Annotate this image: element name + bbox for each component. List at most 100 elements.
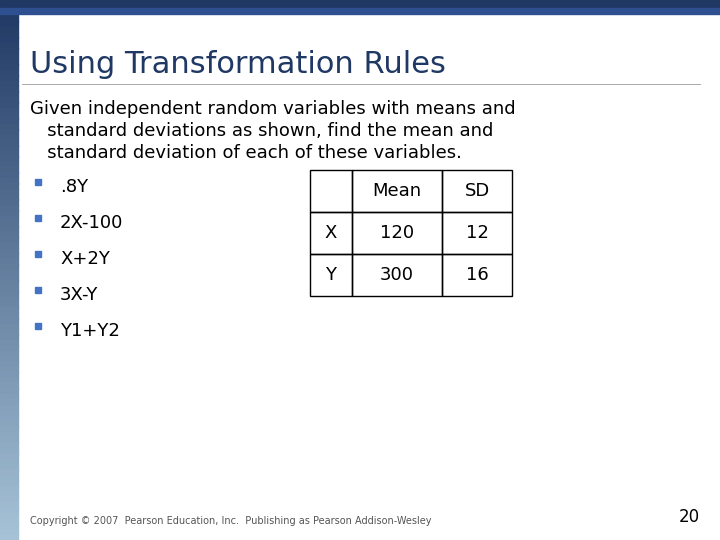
Bar [0,313,18,319]
Bar [0,431,18,437]
Bar [0,302,18,308]
Text: Y: Y [325,266,336,284]
Bar [310,212,352,254]
Bar [0,145,18,151]
Text: standard deviation of each of these variables.: standard deviation of each of these vari… [30,144,462,162]
Text: X: X [325,224,337,242]
Bar [0,480,18,486]
Bar [0,237,18,243]
Bar [0,178,18,184]
Text: standard deviations as shown, find the mean and: standard deviations as shown, find the m… [30,122,493,140]
Bar [0,205,18,211]
Bar [0,129,18,135]
Bar [0,113,18,119]
Bar [0,199,18,205]
Bar [0,10,18,16]
Bar [0,134,18,140]
Bar [0,469,18,475]
Text: 12: 12 [466,224,488,242]
Bar [0,183,18,189]
Bar [442,212,512,254]
Text: .8Y: .8Y [60,178,88,196]
Bar [0,340,18,346]
Bar [0,64,18,70]
Bar [0,356,18,362]
Bar [0,248,18,254]
Text: 3X-Y: 3X-Y [60,286,99,304]
Bar [0,529,18,535]
Bar [0,491,18,497]
Bar [0,280,18,286]
Bar [0,26,18,32]
Bar [0,345,18,351]
Bar [0,269,18,275]
Bar [0,296,18,302]
Text: 300: 300 [380,266,414,284]
Bar [0,215,18,221]
Bar [0,167,18,173]
Text: 16: 16 [466,266,488,284]
Bar [0,367,18,373]
Bar [0,404,18,410]
Bar [0,0,18,5]
Bar [0,388,18,394]
Bar [0,156,18,162]
Text: Copyright © 2007  Pearson Education, Inc.  Publishing as Pearson Addison-Wesley: Copyright © 2007 Pearson Education, Inc.… [30,516,431,526]
Bar [0,275,18,281]
Bar [0,232,18,238]
Bar [0,151,18,157]
Bar [0,264,18,270]
Bar [0,464,18,470]
Bar [0,37,18,43]
Bar [0,259,18,265]
Bar [0,48,18,54]
Bar [0,21,18,27]
Text: SD: SD [464,182,490,200]
Bar [0,426,18,432]
Bar [0,410,18,416]
Bar [0,242,18,248]
Bar [0,53,18,59]
Text: 2X-100: 2X-100 [60,214,123,232]
Bar [0,421,18,427]
Bar [0,475,18,481]
Bar [0,59,18,65]
Bar [0,253,18,259]
Bar [0,210,18,216]
Bar [0,485,18,491]
Bar [0,16,18,22]
Bar [0,361,18,367]
Bar [442,254,512,296]
Bar [0,86,18,92]
Bar [352,254,442,296]
Bar [0,458,18,464]
Bar [0,518,18,524]
Text: 20: 20 [679,508,700,526]
Bar [0,442,18,448]
Bar [0,496,18,502]
Bar [0,118,18,124]
Bar [0,372,18,378]
Bar [0,91,18,97]
Bar [0,323,18,329]
Bar [0,161,18,167]
Bar [0,383,18,389]
Bar [0,415,18,421]
Text: Using Transformation Rules: Using Transformation Rules [30,50,446,79]
Bar [0,307,18,313]
Bar [310,170,352,212]
Bar [0,534,18,540]
Bar [0,394,18,400]
Bar [0,70,18,76]
Bar [0,172,18,178]
Bar [0,350,18,356]
Bar [0,221,18,227]
Bar [0,124,18,130]
Bar [0,523,18,529]
Bar [0,80,18,86]
Text: Given independent random variables with means and: Given independent random variables with … [30,100,516,118]
Bar [0,334,18,340]
Bar [0,32,18,38]
Bar [0,0,720,8]
Bar [0,107,18,113]
